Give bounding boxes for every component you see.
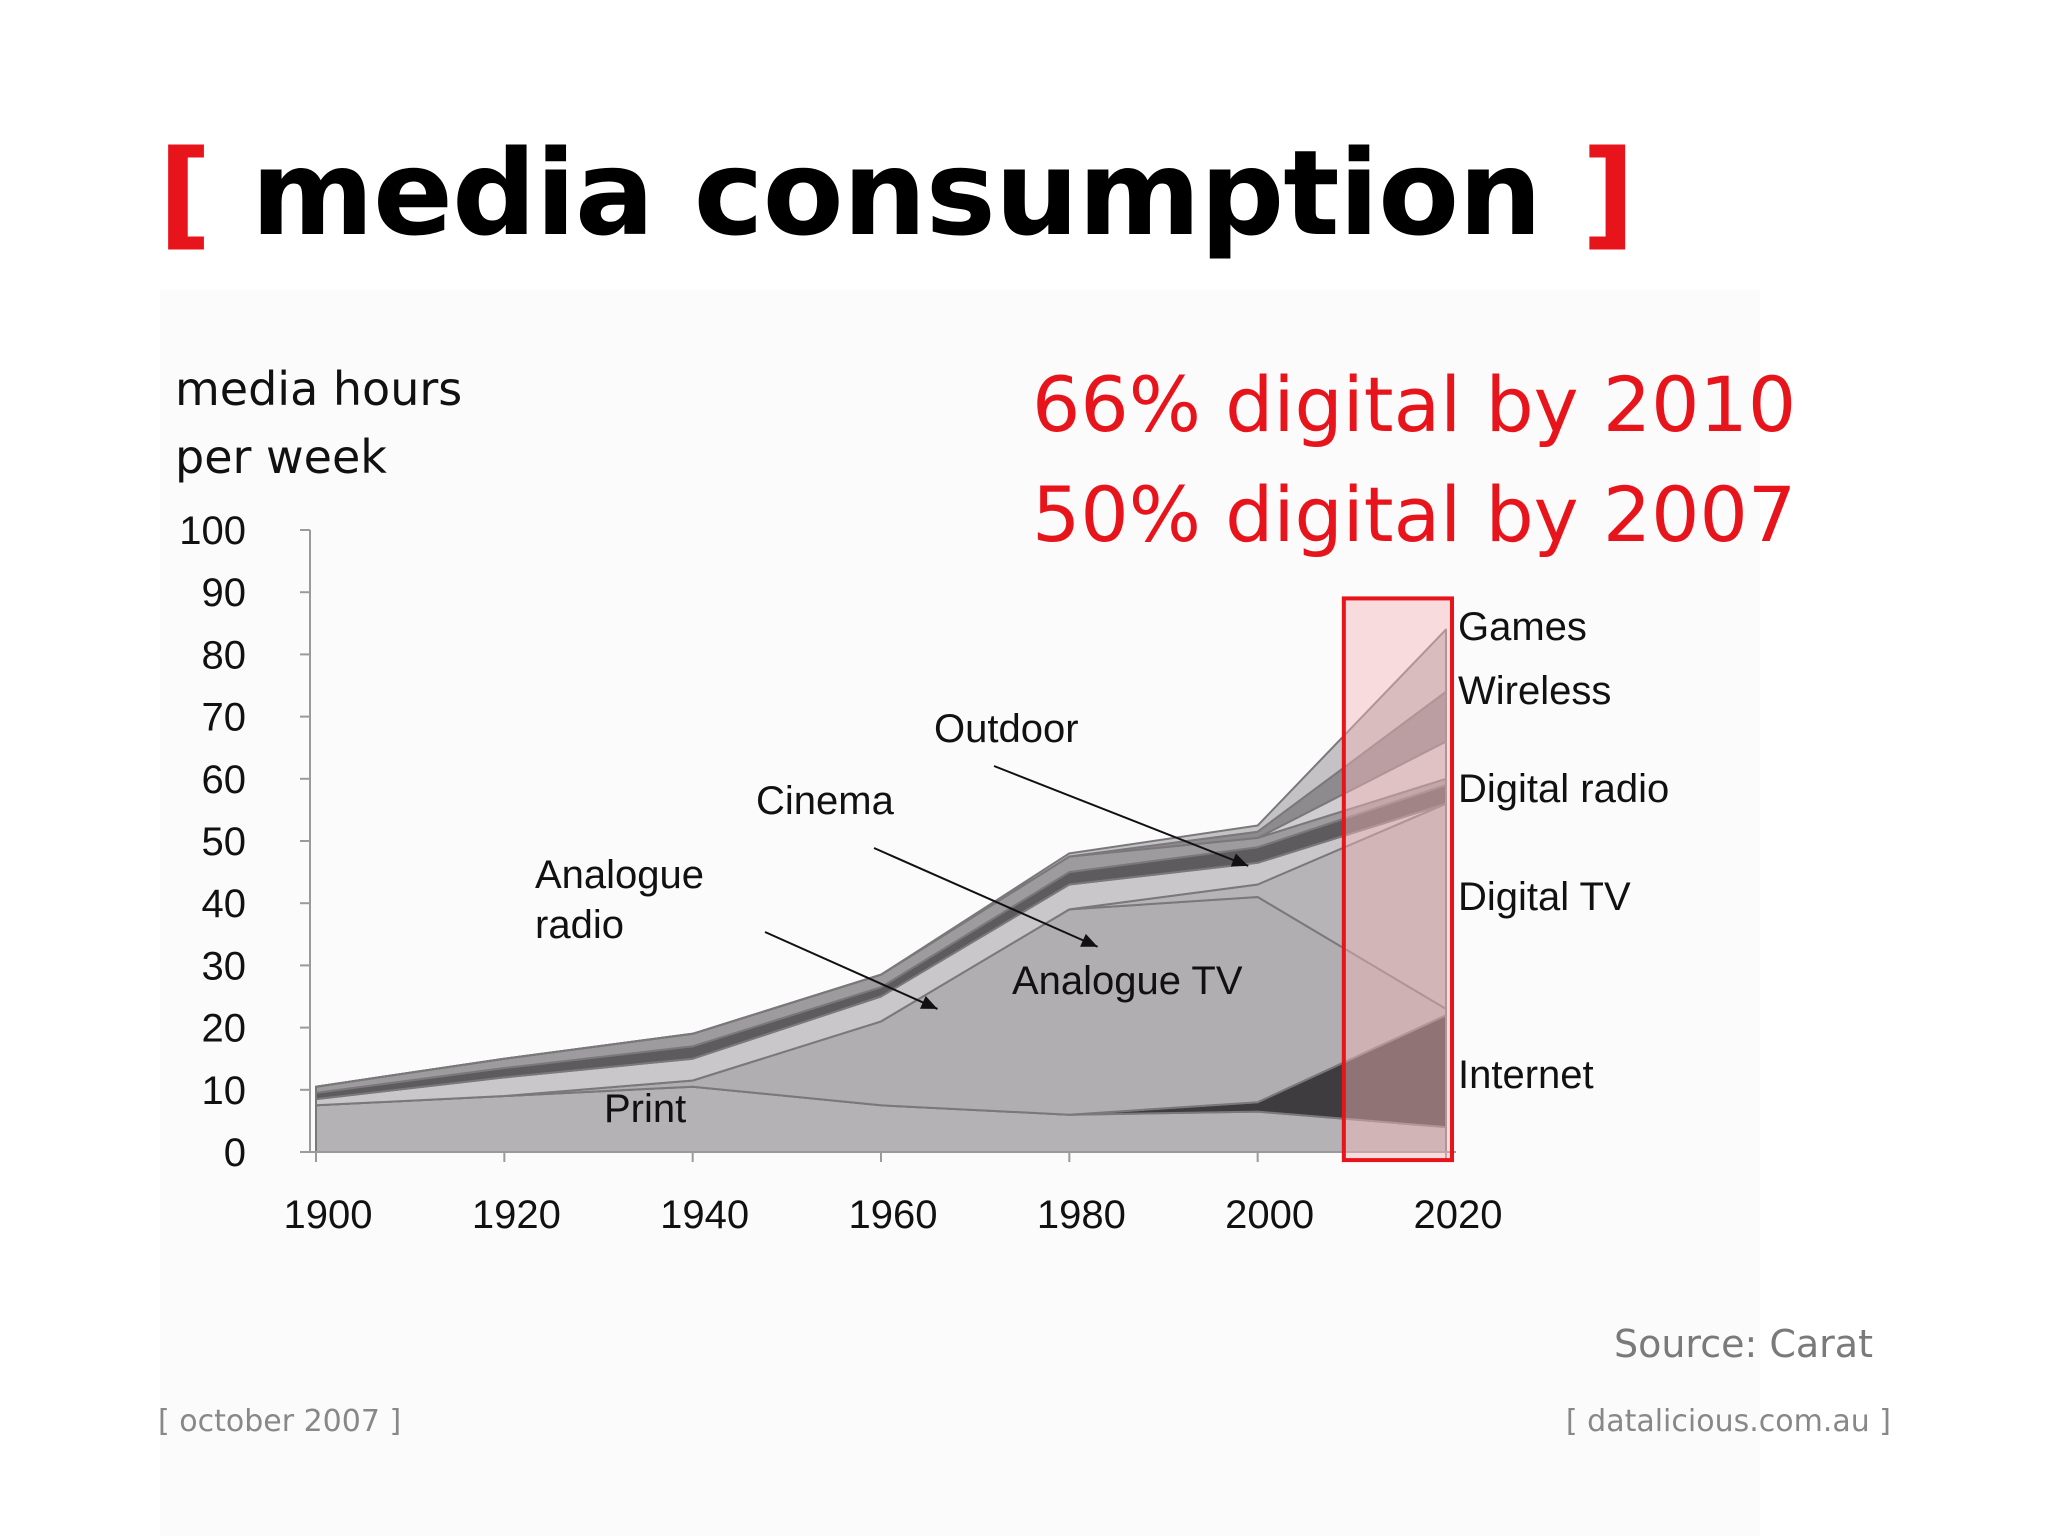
x-tick-label: 1900 (284, 1193, 373, 1237)
y-tick-label: 0 (224, 1131, 246, 1175)
x-tick-label: 1940 (660, 1193, 749, 1237)
y-axis-label-line2: per week (175, 430, 387, 484)
annotation-analogue-radio-line2: radio (535, 903, 624, 947)
legend-label-digital-radio: Digital radio (1458, 767, 1669, 811)
title-bracket-close: ] (1581, 124, 1635, 262)
annotation-outdoor: Outdoor (934, 707, 1079, 751)
title-bracket-open: [ (158, 124, 212, 262)
y-tick-label: 100 (179, 509, 246, 553)
y-tick-label: 50 (202, 820, 247, 864)
annotation-print: Print (604, 1087, 686, 1131)
area-games (315, 628, 1447, 1088)
y-axis-label-line1: media hours (175, 362, 463, 416)
y-tick-label: 30 (202, 944, 247, 988)
title-text: media consumption (210, 124, 1582, 262)
x-tick-label: 1920 (472, 1193, 561, 1237)
arrow-analogue-radio (764, 931, 938, 1010)
arrowhead-cinema (1080, 933, 1098, 947)
source-note: Source: Carat (1613, 1322, 1873, 1366)
headline-line1: 66% digital by 2010 (1032, 360, 1797, 449)
y-tick-label: 70 (202, 696, 247, 740)
arrowhead-analogue-radio (920, 996, 938, 1009)
legend-label-internet: Internet (1458, 1053, 1594, 1097)
headline-callout: 66% digital by 2010 50% digital by 2007 (1032, 350, 1796, 570)
annotation-analogue-radio-line1: Analogue (535, 853, 704, 897)
digital-highlight-box (1341, 596, 1455, 1163)
arrow-outdoor (993, 765, 1249, 867)
arrowhead-outdoor (1230, 853, 1249, 867)
y-axis-label: media hours per week (175, 355, 462, 491)
x-tick-label: 2020 (1414, 1193, 1503, 1237)
x-tick-label: 1980 (1037, 1193, 1126, 1237)
legend-label-digital-tv: Digital TV (1458, 875, 1631, 919)
footer-site: [ datalicious.com.au ] (1565, 1404, 1891, 1439)
annotation-analogue-tv: Analogue TV (1012, 959, 1243, 1003)
headline-line2: 50% digital by 2007 (1032, 470, 1797, 559)
y-tick-label: 40 (202, 882, 247, 926)
y-tick-label: 60 (202, 758, 247, 802)
chart-panel (160, 290, 1760, 1536)
y-tick-label: 10 (202, 1069, 247, 1113)
legend-label-wireless: Wireless (1458, 669, 1611, 713)
y-tick-label: 90 (202, 571, 247, 615)
slide-title: [ media consumption ] (158, 118, 1635, 268)
y-tick-label: 20 (202, 1007, 247, 1051)
arrow-cinema (873, 847, 1098, 948)
footer-date: [ october 2007 ] (158, 1404, 402, 1439)
legend-label-games: Games (1458, 605, 1587, 649)
annotation-cinema: Cinema (756, 779, 895, 823)
x-tick-label: 2000 (1225, 1193, 1314, 1237)
y-tick-label: 80 (202, 633, 247, 677)
x-tick-label: 1960 (849, 1193, 938, 1237)
